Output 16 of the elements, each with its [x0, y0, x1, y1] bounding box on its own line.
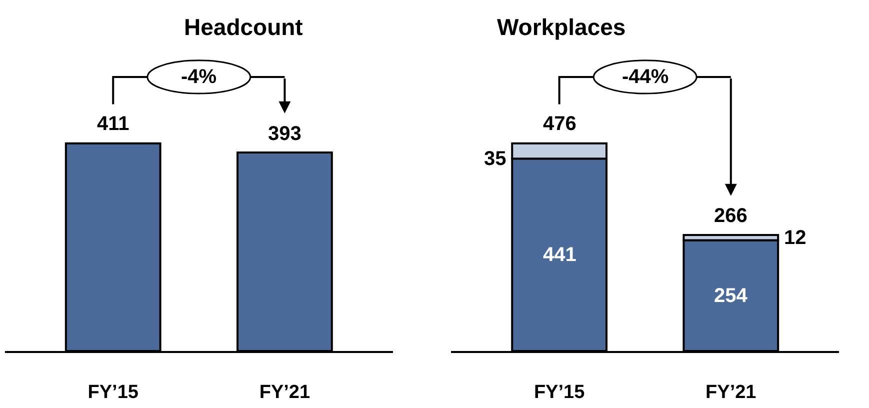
x-tick-label: FY’21 [706, 382, 757, 403]
chart-title: Workplaces [497, 14, 626, 40]
data-label: 393 [268, 123, 302, 145]
text: -44% [622, 66, 669, 88]
data-label: 12 [784, 227, 806, 249]
x-tick-label: FY’15 [534, 382, 586, 403]
data-label: 411 [97, 113, 130, 135]
x-tick-label: FY’15 [88, 382, 139, 403]
data-label: 441 [543, 244, 576, 266]
total-label: 476 [543, 113, 576, 135]
data-label: 254 [714, 285, 748, 307]
text: -4% [181, 66, 217, 88]
chart-title: Headcount [184, 14, 304, 40]
data-label: 35 [484, 148, 506, 170]
x-tick-label: FY’21 [259, 382, 310, 403]
total-label: 266 [714, 205, 748, 227]
